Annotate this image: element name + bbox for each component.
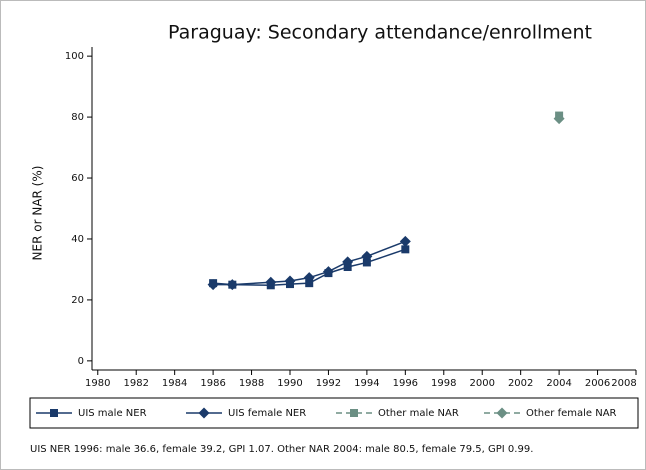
marker xyxy=(342,256,354,268)
y-tick-label: 80 xyxy=(71,112,84,123)
legend xyxy=(29,397,639,429)
legend-label: Other male NAR xyxy=(378,408,459,419)
legend-label: UIS female NER xyxy=(228,408,306,419)
legend-marker xyxy=(350,409,358,417)
y-tick-label: 60 xyxy=(71,173,84,184)
x-tick-label: 1996 xyxy=(393,378,418,389)
x-tick-label: 1992 xyxy=(316,378,341,389)
legend-marker xyxy=(50,409,58,417)
marker xyxy=(361,250,373,262)
legend-marker xyxy=(496,407,508,419)
legend-marker xyxy=(198,407,210,419)
marker xyxy=(322,266,334,278)
marker xyxy=(265,276,277,288)
x-tick-label: 1998 xyxy=(431,378,456,389)
x-tick-label: 1984 xyxy=(162,378,187,389)
chart-title: Paraguay: Secondary attendance/enrollmen… xyxy=(168,22,592,44)
marker xyxy=(207,279,219,291)
marker xyxy=(303,272,315,284)
marker xyxy=(401,245,410,254)
x-tick-label: 2002 xyxy=(508,378,533,389)
x-tick-label: 1988 xyxy=(239,378,264,389)
x-tick-label: 2008 xyxy=(611,378,636,389)
x-tick-label: 2006 xyxy=(585,378,610,389)
y-axis-label: NER or NAR (%) xyxy=(31,166,45,261)
legend-label: Other female NAR xyxy=(526,408,617,419)
x-tick-label: 1980 xyxy=(85,378,110,389)
marker xyxy=(399,235,411,247)
marker xyxy=(226,279,238,291)
marker xyxy=(553,113,565,125)
y-tick-label: 20 xyxy=(71,295,84,306)
x-tick-label: 2000 xyxy=(469,378,494,389)
y-tick-label: 100 xyxy=(65,51,84,62)
marker xyxy=(284,275,296,287)
x-tick-label: 1990 xyxy=(277,378,302,389)
x-tick-label: 2004 xyxy=(546,378,571,389)
legend-label: UIS male NER xyxy=(78,408,147,419)
marker xyxy=(362,258,371,267)
x-tick-label: 1994 xyxy=(354,378,379,389)
note: UIS NER 1996: male 36.6, female 39.2, GP… xyxy=(30,444,533,455)
y-tick-label: 40 xyxy=(71,234,84,245)
x-tick-label: 1982 xyxy=(123,378,148,389)
y-tick-label: 0 xyxy=(78,356,84,367)
x-tick-label: 1986 xyxy=(200,378,225,389)
